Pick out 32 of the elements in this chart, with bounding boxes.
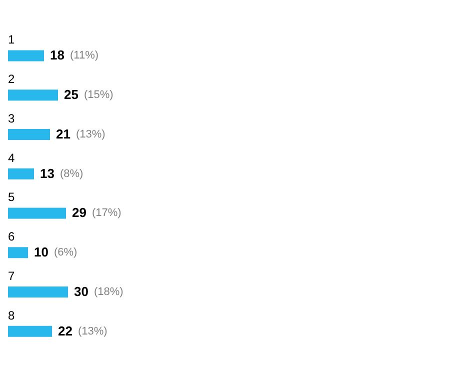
annotation: (13%) xyxy=(78,325,108,338)
annotation: (17%) xyxy=(92,207,122,220)
bar xyxy=(8,326,52,337)
bar xyxy=(8,208,66,219)
y-tick-label: 5 xyxy=(8,190,15,204)
data-label: 13 xyxy=(40,166,54,181)
y-tick-label: 7 xyxy=(8,268,15,283)
bar xyxy=(8,286,68,298)
data-label: 18 xyxy=(50,48,64,63)
y-tick-label: 2 xyxy=(8,72,15,86)
bar xyxy=(8,247,28,258)
annotation: (15%) xyxy=(84,89,114,102)
bar xyxy=(8,128,50,140)
bar xyxy=(8,168,34,180)
data-label: 29 xyxy=(72,205,86,220)
data-label: 22 xyxy=(58,323,72,338)
y-tick-label: 8 xyxy=(8,308,15,322)
annotation: (11%) xyxy=(70,50,99,62)
annotation: (13%) xyxy=(76,128,106,140)
y-tick-label: 3 xyxy=(8,111,15,126)
annotation: (18%) xyxy=(94,286,124,298)
annotation: (6%) xyxy=(54,246,78,259)
data-label: 10 xyxy=(34,244,48,260)
bar xyxy=(8,90,58,101)
data-label: 21 xyxy=(56,126,70,142)
y-tick-label: 4 xyxy=(8,150,15,165)
bar xyxy=(8,50,44,62)
data-label: 30 xyxy=(74,284,88,299)
y-tick-label: 6 xyxy=(8,230,15,244)
annotation: (8%) xyxy=(60,168,84,180)
data-label: 25 xyxy=(64,87,78,102)
y-tick-label: 1 xyxy=(8,32,15,47)
